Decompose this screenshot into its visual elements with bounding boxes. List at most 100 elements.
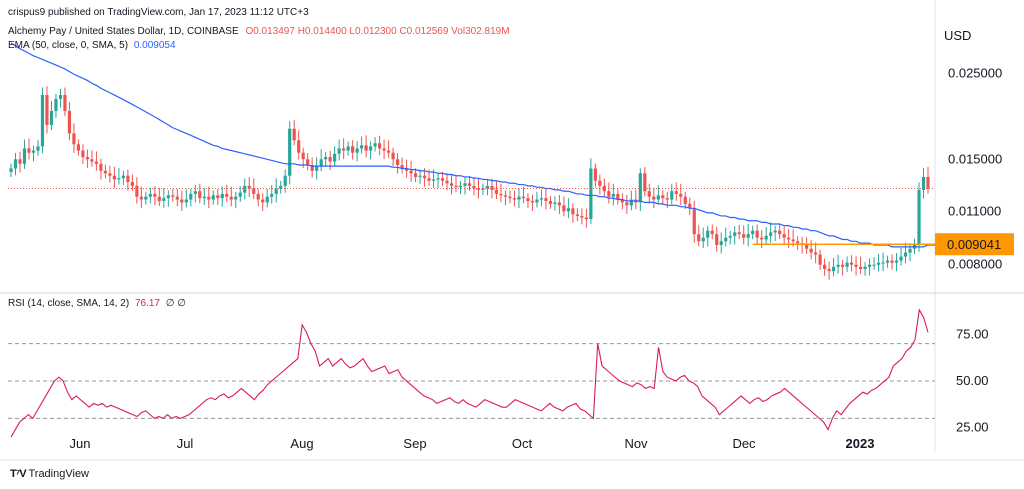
candle-body <box>454 185 458 188</box>
candle-body <box>620 199 624 203</box>
candle-body <box>422 175 427 179</box>
candle-body <box>805 244 809 249</box>
candle-body <box>342 148 346 151</box>
candle-body <box>472 185 476 189</box>
ema-label: EMA (50, close, 0, SMA, 5) <box>8 40 129 51</box>
x-tick-label: Jun <box>70 436 91 451</box>
candle-body <box>697 234 701 242</box>
candle-body <box>526 198 530 201</box>
candle-body <box>144 196 148 200</box>
candle-body <box>418 175 422 177</box>
candle-body <box>391 152 395 160</box>
candle-body <box>544 198 548 201</box>
candle-body <box>849 262 854 265</box>
candle-body <box>508 196 512 199</box>
ema-line <box>10 42 937 248</box>
ema-value: 0.009054 <box>133 40 176 51</box>
candle-body <box>876 262 881 265</box>
candle-body <box>566 208 570 212</box>
currency-label: USD <box>944 28 972 43</box>
candle-body <box>827 268 831 272</box>
candle-body <box>476 188 481 190</box>
candle-body <box>229 196 233 200</box>
candle-body <box>818 254 822 265</box>
candle-body <box>679 193 683 197</box>
candle-body <box>571 208 575 215</box>
candle-body <box>760 237 764 240</box>
candle-body <box>31 150 36 153</box>
candle-body <box>18 159 22 164</box>
candle-body <box>431 179 436 181</box>
candle-body <box>782 234 786 238</box>
candle-body <box>791 239 795 242</box>
candle-body <box>166 195 170 199</box>
tradingview-branding[interactable]: T⁷V TradingView <box>10 468 89 480</box>
candle-body <box>742 234 746 238</box>
candle-body <box>216 195 220 199</box>
candle-body <box>440 178 445 181</box>
candle-body <box>369 146 373 151</box>
candle-body <box>899 256 903 261</box>
candle-body <box>351 146 355 153</box>
ohlc-values: O0.013497 H0.014400 L0.012300 C0.012569 … <box>245 26 510 37</box>
candle-body <box>261 199 265 203</box>
candle-body <box>643 173 647 192</box>
candle-body <box>45 95 49 126</box>
candle-body <box>63 95 67 112</box>
candle-body <box>589 168 593 220</box>
symbol-title: Alchemy Pay / United States Dollar, 1D, … <box>8 26 239 37</box>
candle-body <box>234 196 238 200</box>
candle-body <box>184 199 188 203</box>
candle-body <box>324 157 328 160</box>
candle-body <box>490 185 494 190</box>
candle-body <box>746 234 750 238</box>
candle-body <box>755 230 759 238</box>
candle-body <box>306 159 310 165</box>
candle-body <box>485 185 490 189</box>
candle-body <box>99 163 103 171</box>
rsi-tick-label: 75.00 <box>956 326 989 341</box>
rsi-legend: RSI (14, close, SMA, 14, 2) 76.17 ∅ ∅ <box>8 298 186 309</box>
rsi-label: RSI (14, close, SMA, 14, 2) <box>8 298 130 309</box>
x-tick-label: Aug <box>290 436 313 451</box>
candle-body <box>602 185 606 192</box>
candle-body <box>225 193 229 197</box>
x-tick-label: Dec <box>732 436 756 451</box>
candle-body <box>153 193 157 197</box>
candle-body <box>270 193 274 197</box>
candle-body <box>903 252 908 257</box>
candle-body <box>207 196 211 200</box>
candle-body <box>665 198 669 200</box>
candle-body <box>593 168 597 181</box>
candle-body <box>840 264 845 267</box>
candle-body <box>674 191 678 194</box>
candle-body <box>130 182 134 186</box>
candle-body <box>557 202 562 206</box>
candle-body <box>319 159 323 167</box>
candle-body <box>751 230 755 235</box>
candle-body <box>625 202 629 206</box>
candle-body <box>386 150 391 153</box>
candle-body <box>548 200 553 204</box>
candle-body <box>773 230 777 233</box>
candle-body <box>481 188 485 190</box>
candle-body <box>310 164 314 171</box>
candle-body <box>333 153 337 162</box>
candle-body <box>288 128 292 176</box>
candle-body <box>94 161 99 164</box>
candle-body <box>85 157 90 160</box>
candles-group <box>9 86 930 280</box>
candle-body <box>715 234 719 245</box>
candle-body <box>881 262 885 264</box>
candle-body <box>220 193 224 199</box>
price-tick-label: 0.015000 <box>948 151 1002 166</box>
candle-body <box>103 170 107 174</box>
candle-body <box>315 166 319 171</box>
candle-body <box>427 178 431 181</box>
rsi-tick-label: 50.00 <box>956 373 989 388</box>
candle-body <box>198 191 202 199</box>
candle-body <box>764 235 768 240</box>
price-tick-label: 0.008000 <box>948 257 1002 272</box>
candle-body <box>72 133 76 145</box>
candle-body <box>503 195 508 197</box>
